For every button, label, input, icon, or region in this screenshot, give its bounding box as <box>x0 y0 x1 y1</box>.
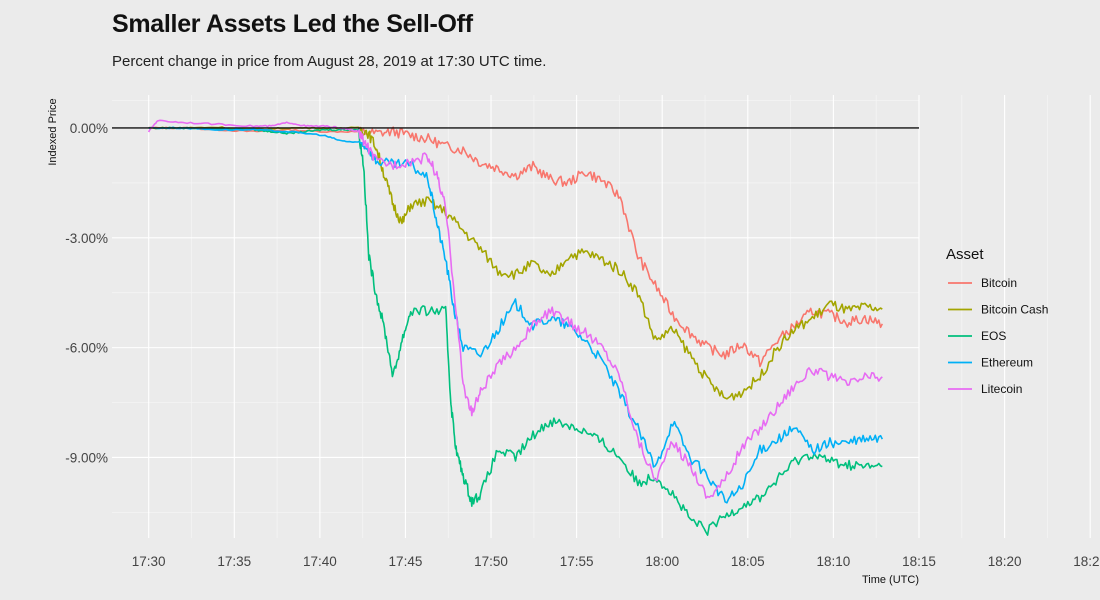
x-tick-label: 18:15 <box>902 554 936 569</box>
x-tick-label: 18:25 <box>1073 554 1100 569</box>
series-line-eos <box>148 126 883 536</box>
chart-title: Smaller Assets Led the Sell-Off <box>112 10 473 38</box>
x-tick-label: 18:05 <box>731 554 765 569</box>
x-tick-label: 17:55 <box>560 554 594 569</box>
legend-label: EOS <box>981 329 1006 343</box>
x-tick-label: 17:50 <box>474 554 508 569</box>
series-line-litecoin <box>147 119 883 499</box>
series-lines <box>147 119 884 536</box>
chart-subtitle: Percent change in price from August 28, … <box>112 53 547 70</box>
legend-label: Bitcoin Cash <box>981 303 1048 317</box>
series-line-bitcoin <box>148 126 884 368</box>
legend-label: Litecoin <box>981 382 1022 396</box>
y-tick-label: -9.00% <box>65 450 108 465</box>
x-tick-label: 17:35 <box>217 554 251 569</box>
legend-title: Asset <box>946 246 984 263</box>
x-tick-label: 18:20 <box>988 554 1022 569</box>
series-line-ethereum <box>148 126 884 504</box>
x-tick-label: 17:45 <box>389 554 423 569</box>
axes: 17:30 17:35 17:40 17:45 17:50 17:55 18:00 18:05… <box>65 121 1100 569</box>
x-tick-label: 17:40 <box>303 554 337 569</box>
legend-label: Bitcoin <box>981 276 1017 290</box>
legend-label: Ethereum <box>981 356 1033 370</box>
x-axis-label: Time (UTC) <box>862 574 919 586</box>
y-tick-label: -6.00% <box>65 341 108 356</box>
x-tick-label: 17:30 <box>132 554 166 569</box>
x-tick-label: 18:10 <box>817 554 851 569</box>
y-tick-label: 0.00% <box>70 121 108 136</box>
legend: Asset Bitcoin Bitcoin Cash EOS Ethereum Lite… <box>946 246 1048 396</box>
series-line-bitcoin-cash <box>148 126 883 401</box>
grid <box>112 95 1091 538</box>
y-tick-label: -3.00% <box>65 231 108 246</box>
x-tick-label: 18:00 <box>645 554 679 569</box>
y-axis-label: Indexed Price <box>47 98 59 165</box>
